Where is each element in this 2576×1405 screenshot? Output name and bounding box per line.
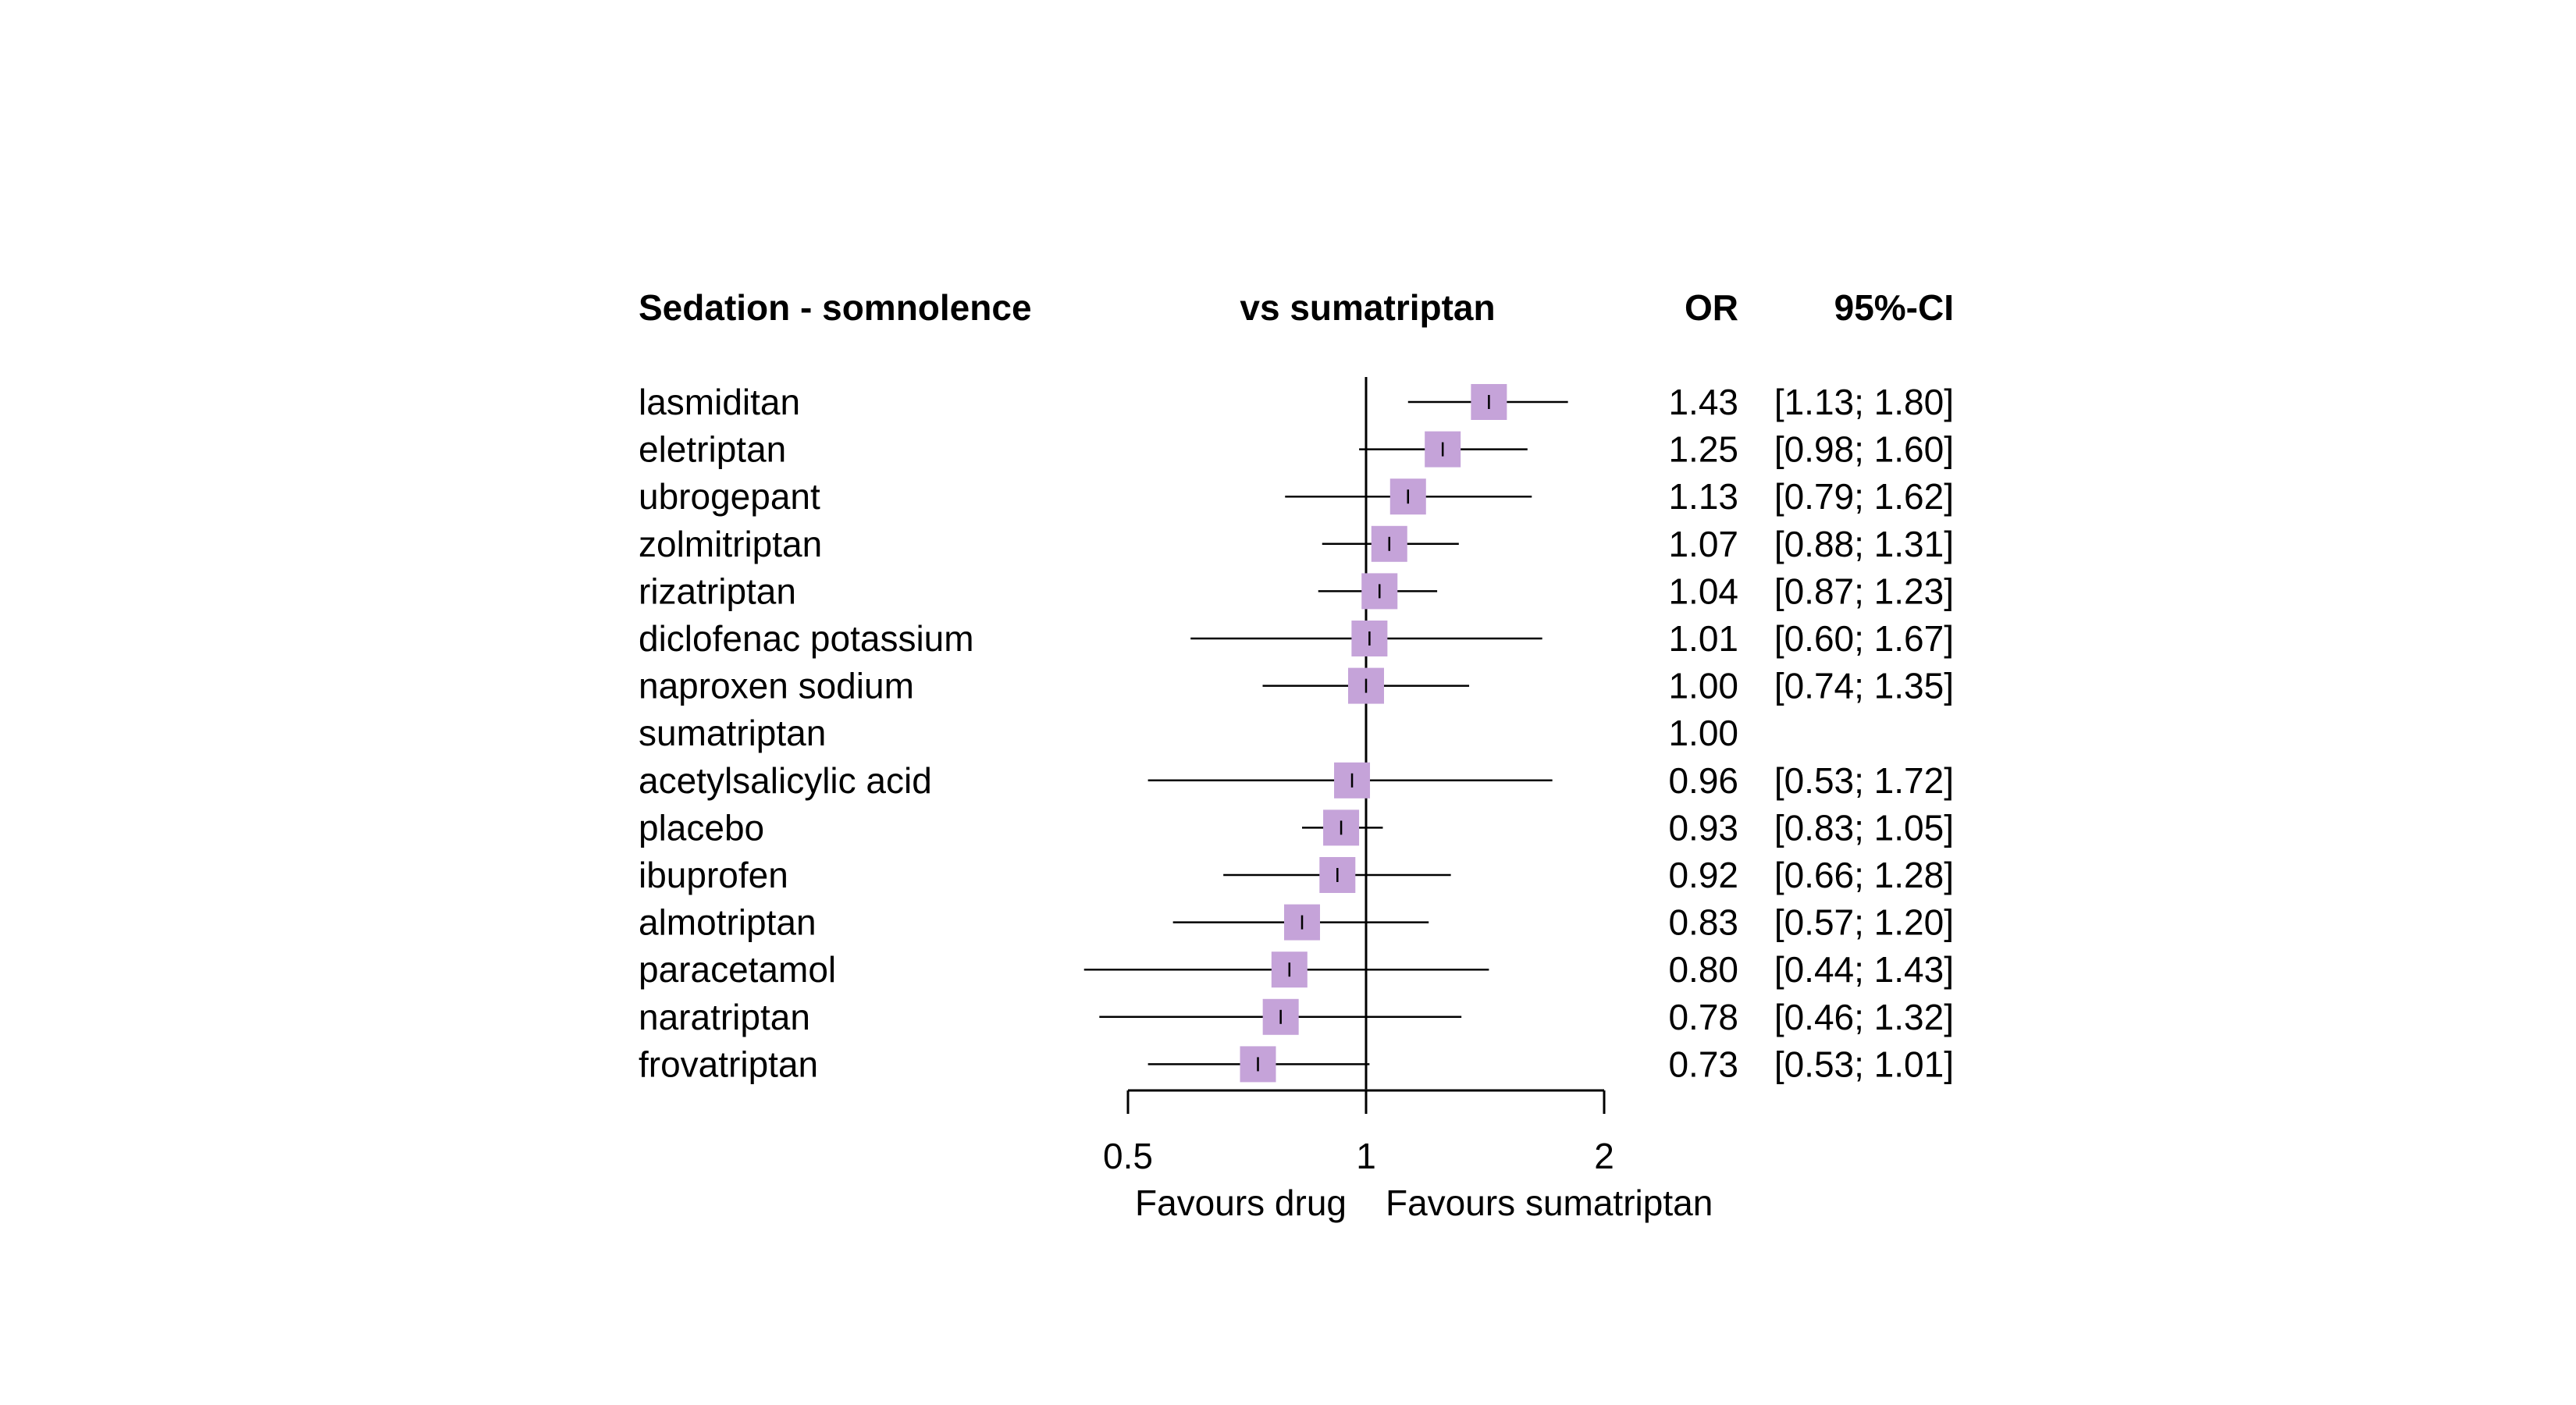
table-row: zolmitriptan 1.07 [0.88; 1.31] xyxy=(639,524,1954,564)
table-row: rizatriptan 1.04 [0.87; 1.23] xyxy=(639,571,1954,611)
or-value: 1.01 xyxy=(1668,618,1738,659)
table-row: acetylsalicylic acid 0.96 [0.53; 1.72] xyxy=(639,760,1954,801)
ci-value: [0.60; 1.67] xyxy=(1774,618,1954,659)
row-label: almotriptan xyxy=(639,902,817,943)
table-row: naproxen sodium 1.00 [0.74; 1.35] xyxy=(639,666,1954,706)
row-label: ubrogepant xyxy=(639,476,820,517)
row-label: placebo xyxy=(639,807,764,848)
table-row: lasmiditan 1.43 [1.13; 1.80] xyxy=(639,382,1954,422)
row-label: paracetamol xyxy=(639,949,836,990)
x-axis: 0.5 1 2 Favours drug Favours sumatriptan xyxy=(1103,1089,1713,1223)
table-row: placebo 0.93 [0.83; 1.05] xyxy=(639,807,1954,848)
or-value: 1.43 xyxy=(1668,382,1738,422)
ci-value: [0.87; 1.23] xyxy=(1774,571,1954,611)
table-row: naratriptan 0.78 [0.46; 1.32] xyxy=(639,997,1954,1037)
row-label: zolmitriptan xyxy=(639,524,822,564)
x-tick-label: 2 xyxy=(1594,1136,1614,1176)
row-label: rizatriptan xyxy=(639,571,796,611)
table-row: eletriptan 1.25 [0.98; 1.60] xyxy=(639,429,1954,470)
study-rows: lasmiditan 1.43 [1.13; 1.80] eletriptan 1.25… xyxy=(639,377,1954,1090)
ci-value: [0.57; 1.20] xyxy=(1774,902,1954,943)
table-row: ibuprofen 0.92 [0.66; 1.28] xyxy=(639,855,1954,895)
row-label: eletriptan xyxy=(639,429,786,470)
x-tick-label: 1 xyxy=(1356,1136,1376,1176)
x-tick-label: 0.5 xyxy=(1103,1136,1153,1176)
or-value: 0.96 xyxy=(1668,760,1738,801)
table-row: almotriptan 0.83 [0.57; 1.20] xyxy=(639,902,1954,943)
favours-right-label: Favours sumatriptan xyxy=(1386,1183,1713,1223)
row-label: ibuprofen xyxy=(639,855,788,895)
ci-value: [0.46; 1.32] xyxy=(1774,997,1954,1037)
ci-value: [0.83; 1.05] xyxy=(1774,807,1954,848)
or-value: 1.13 xyxy=(1668,476,1738,517)
or-value: 1.00 xyxy=(1668,713,1738,753)
or-value: 0.83 xyxy=(1668,902,1738,943)
or-value: 0.92 xyxy=(1668,855,1738,895)
or-value: 1.25 xyxy=(1668,429,1738,470)
ci-header: 95%-CI xyxy=(1834,287,1954,328)
or-value: 1.04 xyxy=(1668,571,1738,611)
comparison-header: vs sumatriptan xyxy=(1240,287,1495,328)
row-label: diclofenac potassium xyxy=(639,618,974,659)
ci-value: [0.79; 1.62] xyxy=(1774,476,1954,517)
ci-value: [0.98; 1.60] xyxy=(1774,429,1954,470)
row-label: acetylsalicylic acid xyxy=(639,760,932,801)
or-value: 1.07 xyxy=(1668,524,1738,564)
ci-value: [0.53; 1.01] xyxy=(1774,1044,1954,1084)
ci-value: [0.88; 1.31] xyxy=(1774,524,1954,564)
row-label: frovatriptan xyxy=(639,1044,818,1084)
ci-value: [0.74; 1.35] xyxy=(1774,666,1954,706)
table-row: ubrogepant 1.13 [0.79; 1.62] xyxy=(639,476,1954,517)
table-row: sumatriptan 1.00 xyxy=(639,713,1738,753)
ci-value: [0.53; 1.72] xyxy=(1774,760,1954,801)
table-row: paracetamol 0.80 [0.44; 1.43] xyxy=(639,949,1954,990)
header-row: Sedation - somnolence vs sumatriptan OR … xyxy=(639,287,1954,328)
table-row: frovatriptan 0.73 [0.53; 1.01] xyxy=(639,1044,1954,1084)
ci-value: [0.44; 1.43] xyxy=(1774,949,1954,990)
ci-value: [0.66; 1.28] xyxy=(1774,855,1954,895)
ci-value: [1.13; 1.80] xyxy=(1774,382,1954,422)
favours-left-label: Favours drug xyxy=(1135,1183,1347,1223)
row-label: naratriptan xyxy=(639,997,810,1037)
row-label: naproxen sodium xyxy=(639,666,914,706)
or-value: 0.73 xyxy=(1668,1044,1738,1084)
row-label: sumatriptan xyxy=(639,713,826,753)
or-value: 0.93 xyxy=(1668,807,1738,848)
or-header: OR xyxy=(1685,287,1738,328)
plot-title: Sedation - somnolence xyxy=(639,287,1032,328)
or-value: 1.00 xyxy=(1668,666,1738,706)
row-label: lasmiditan xyxy=(639,382,800,422)
or-value: 0.80 xyxy=(1668,949,1738,990)
table-row: diclofenac potassium 1.01 [0.60; 1.67] xyxy=(639,618,1954,659)
or-value: 0.78 xyxy=(1668,997,1738,1037)
